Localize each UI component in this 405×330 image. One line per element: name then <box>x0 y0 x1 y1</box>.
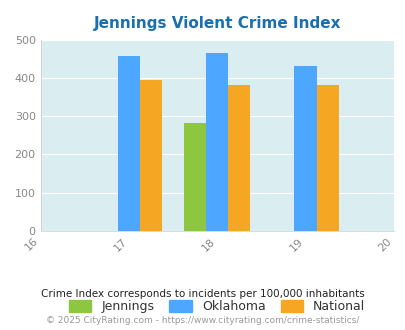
Text: © 2025 CityRating.com - https://www.cityrating.com/crime-statistics/: © 2025 CityRating.com - https://www.city… <box>46 315 359 325</box>
Bar <box>228 85 250 231</box>
Bar <box>316 85 338 231</box>
Legend: Jennings, Oklahoma, National: Jennings, Oklahoma, National <box>64 295 369 318</box>
Bar <box>206 52 228 231</box>
Bar <box>117 56 140 231</box>
Title: Jennings Violent Crime Index: Jennings Violent Crime Index <box>93 16 340 31</box>
Bar <box>294 66 316 231</box>
Bar <box>140 80 162 231</box>
Text: Crime Index corresponds to incidents per 100,000 inhabitants: Crime Index corresponds to incidents per… <box>41 289 364 299</box>
Bar <box>183 123 206 231</box>
